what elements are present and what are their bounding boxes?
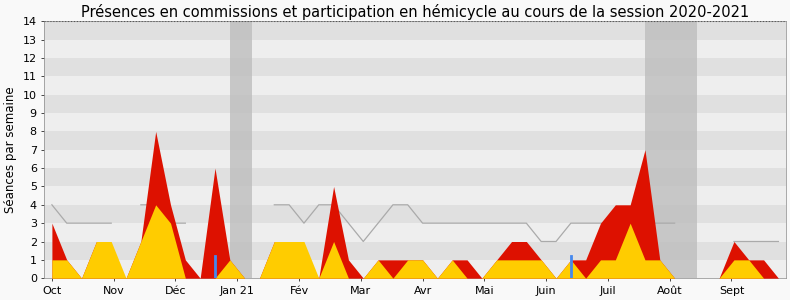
Bar <box>44 260 786 278</box>
Bar <box>44 95 786 113</box>
Bar <box>44 76 786 95</box>
Bar <box>645 21 697 278</box>
Title: Présences en commissions et participation en hémicycle au cours de la session 20: Présences en commissions et participatio… <box>81 4 749 20</box>
Bar <box>44 223 786 242</box>
Bar <box>44 58 786 76</box>
Bar <box>44 40 786 58</box>
Bar <box>44 131 786 150</box>
Bar <box>44 21 786 40</box>
Bar <box>44 113 786 131</box>
Bar <box>44 187 786 205</box>
Bar <box>44 205 786 223</box>
Y-axis label: Séances par semaine: Séances par semaine <box>4 86 17 213</box>
Bar <box>230 21 252 278</box>
Bar <box>44 150 786 168</box>
Bar <box>44 242 786 260</box>
Bar <box>44 168 786 187</box>
